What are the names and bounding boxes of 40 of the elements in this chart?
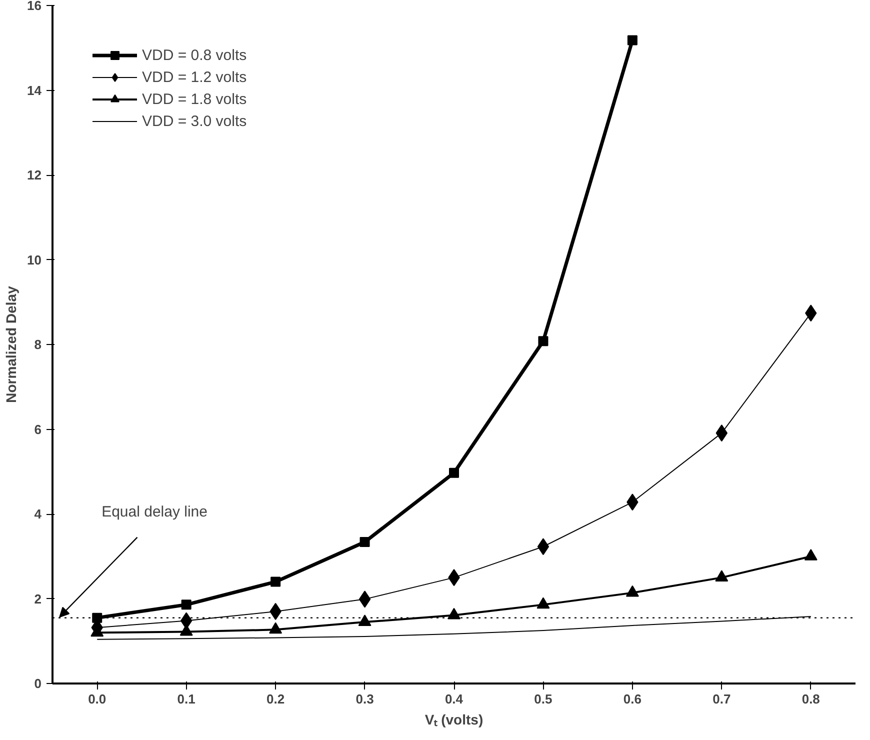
ref-line-label: Equal delay line xyxy=(102,503,208,520)
x-tick-label: 0.0 xyxy=(88,692,106,706)
x-tick-label: 0.7 xyxy=(712,692,731,706)
y-tick-label: 16 xyxy=(27,0,42,13)
point xyxy=(804,548,818,560)
point xyxy=(269,622,282,634)
point xyxy=(536,597,550,609)
x-tick-label: 0.4 xyxy=(444,692,464,706)
point xyxy=(715,570,728,582)
y-tick-label: 14 xyxy=(27,82,42,98)
point xyxy=(448,608,460,620)
point xyxy=(360,536,370,547)
y-tick-label: 0 xyxy=(34,676,42,691)
point xyxy=(449,468,459,478)
legend-label: VDD = 0.8 volts xyxy=(142,46,247,64)
x-axis-title: Vₜ (volts) xyxy=(424,712,484,728)
x-tick-label: 0.8 xyxy=(802,692,820,706)
x-tick-label: 0.1 xyxy=(177,692,196,706)
legend-label: VDD = 1.8 volts xyxy=(142,90,247,108)
legend-label: VDD = 1.2 volts xyxy=(142,68,247,86)
y-tick-label: 2 xyxy=(34,591,42,606)
x-tick-label: 0.2 xyxy=(266,692,285,706)
point xyxy=(358,590,371,608)
point xyxy=(181,600,192,610)
point xyxy=(358,614,372,626)
y-tick-label: 10 xyxy=(27,252,42,268)
y-axis-title: Normalized Delay xyxy=(3,286,20,403)
point xyxy=(538,336,548,346)
y-tick-label: 8 xyxy=(34,337,42,352)
y-tick-label: 4 xyxy=(34,506,42,522)
point xyxy=(270,576,281,587)
legend-label: VDD = 3.0 volts xyxy=(142,112,247,130)
x-tick-label: 0.3 xyxy=(356,692,374,706)
point xyxy=(537,538,550,556)
x-tick-label: 0.5 xyxy=(534,692,552,706)
y-tick-label: 12 xyxy=(27,168,42,182)
point xyxy=(627,35,638,46)
point xyxy=(626,585,639,597)
x-tick-label: 0.6 xyxy=(623,692,642,706)
y-tick-label: 6 xyxy=(34,422,42,437)
